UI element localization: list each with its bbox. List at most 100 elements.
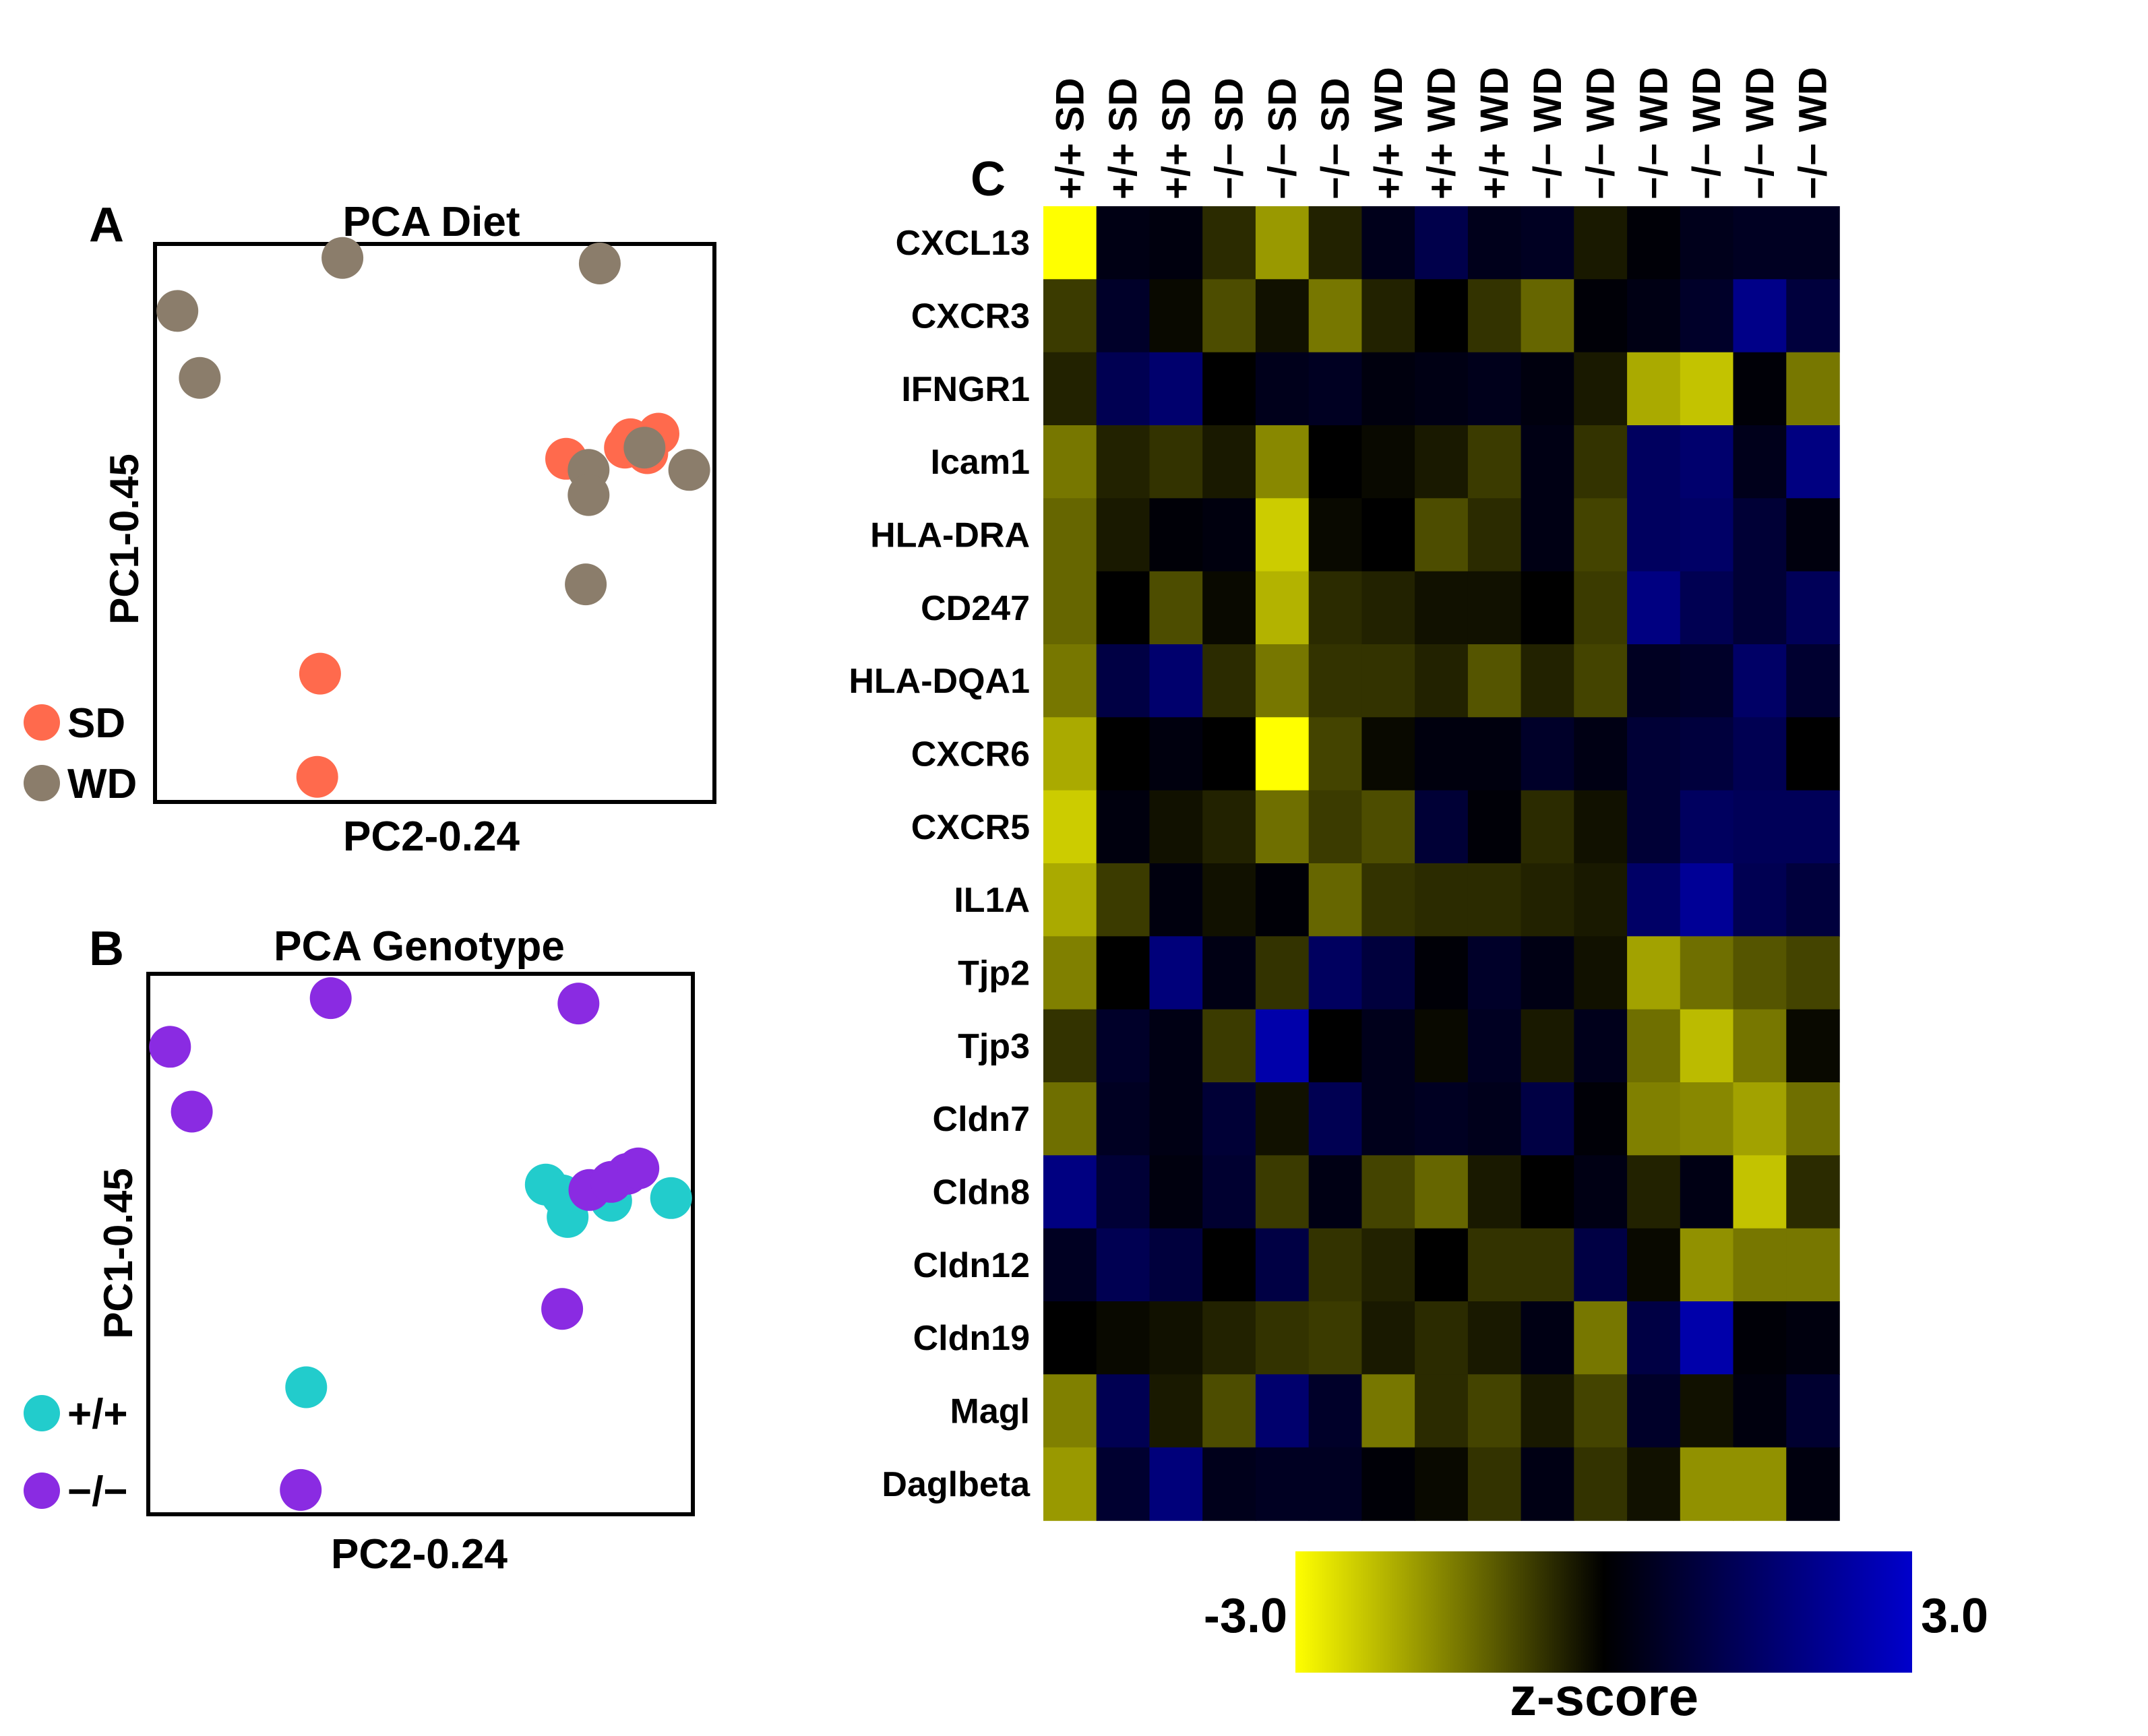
heatmap-cell-r13-c8 — [1467, 1155, 1522, 1229]
heatmap-cell-r0-c3 — [1202, 206, 1256, 280]
heatmap-cell-r1-c1 — [1096, 279, 1150, 353]
heatmap-cell-r4-c2 — [1149, 498, 1203, 572]
heatmap-cell-r13-c14 — [1786, 1155, 1840, 1229]
heatmap-cell-r13-c6 — [1361, 1155, 1415, 1229]
heatmap-cell-r17-c11 — [1627, 1447, 1681, 1521]
heatmap-cell-r10-c8 — [1467, 936, 1522, 1010]
panel-b-points — [149, 977, 692, 1511]
heatmap-cell-r3-c4 — [1255, 425, 1310, 499]
legend-marker-wd — [24, 765, 60, 801]
heatmap-cell-r12-c11 — [1627, 1082, 1681, 1156]
heatmap-cell-r1-c6 — [1361, 279, 1415, 353]
heatmap-cell-r16-c2 — [1149, 1374, 1203, 1448]
heatmap-cell-r1-c14 — [1786, 279, 1840, 353]
heatmap-cell-r1-c3 — [1202, 279, 1256, 353]
heatmap-cell-r7-c2 — [1149, 717, 1203, 791]
panel-label-c: C — [971, 152, 1006, 206]
heatmap-cell-r16-c14 — [1786, 1374, 1840, 1448]
heatmap-row-label-12: Cldn7 — [933, 1100, 1030, 1139]
heatmap-cell-r5-c4 — [1255, 571, 1310, 645]
heatmap-cell-r2-c11 — [1627, 352, 1681, 426]
colorbar-gradient — [1295, 1551, 1912, 1673]
heatmap-cell-r7-c6 — [1361, 717, 1415, 791]
heatmap-cell-r12-c12 — [1680, 1082, 1734, 1156]
heatmap-cell-r13-c2 — [1149, 1155, 1203, 1229]
heatmap-row-label-7: CXCR6 — [911, 735, 1030, 774]
heatmap-cell-r5-c6 — [1361, 571, 1415, 645]
heatmap-cell-r9-c11 — [1627, 863, 1681, 937]
heatmap-cell-r17-c7 — [1415, 1447, 1469, 1521]
heatmap-cell-r15-c9 — [1521, 1301, 1575, 1375]
heatmap-row-label-9: IL1A — [954, 881, 1030, 920]
panel-label-a: A — [89, 198, 124, 252]
heatmap-cell-r6-c9 — [1521, 644, 1575, 718]
heatmap-cell-r8-c3 — [1202, 790, 1256, 864]
heatmap-column-label-7: +/+ WD — [1420, 67, 1464, 199]
heatmap-row-label-11: Tjp3 — [958, 1027, 1030, 1066]
heatmap-cell-r13-c5 — [1308, 1155, 1363, 1229]
panel-b-point-s1-2 — [149, 1026, 191, 1068]
heatmap-cell-r14-c3 — [1202, 1228, 1256, 1302]
panel-b-title: PCA Genotype — [274, 923, 565, 970]
heatmap-cell-r6-c7 — [1415, 644, 1469, 718]
heatmap-cell-r12-c4 — [1255, 1082, 1310, 1156]
heatmap-cell-r11-c5 — [1308, 1009, 1363, 1083]
heatmap-cell-r17-c8 — [1467, 1447, 1522, 1521]
heatmap-cell-r14-c0 — [1043, 1228, 1097, 1302]
heatmap-cell-r4-c12 — [1680, 498, 1734, 572]
panel-b-point-s0-4 — [650, 1177, 692, 1219]
heatmap-cell-r13-c13 — [1733, 1155, 1787, 1229]
heatmap-cell-r3-c0 — [1043, 425, 1097, 499]
heatmap-cell-r4-c3 — [1202, 498, 1256, 572]
heatmap-cell-r17-c14 — [1786, 1447, 1840, 1521]
legend-marker-knockout — [24, 1472, 60, 1509]
heatmap-cell-r0-c5 — [1308, 206, 1363, 280]
heatmap-cell-r14-c12 — [1680, 1228, 1734, 1302]
heatmap-cell-r8-c5 — [1308, 790, 1363, 864]
heatmap-cell-r11-c1 — [1096, 1009, 1150, 1083]
heatmap-cell-r12-c13 — [1733, 1082, 1787, 1156]
heatmap-cell-r1-c12 — [1680, 279, 1734, 353]
heatmap-cell-r0-c7 — [1415, 206, 1469, 280]
heatmap-cells — [1043, 206, 1840, 1521]
heatmap-cell-r7-c12 — [1680, 717, 1734, 791]
heatmap-row-label-0: CXCL13 — [896, 224, 1030, 263]
legend-marker-wildtype — [24, 1395, 60, 1431]
panel-a-point-s0-1 — [296, 755, 338, 798]
heatmap-cell-r3-c12 — [1680, 425, 1734, 499]
heatmap-cell-r7-c3 — [1202, 717, 1256, 791]
heatmap-cell-r9-c12 — [1680, 863, 1734, 937]
heatmap-cell-r7-c13 — [1733, 717, 1787, 791]
heatmap-cell-r1-c7 — [1415, 279, 1469, 353]
heatmap-row-label-8: CXCR5 — [911, 808, 1030, 847]
heatmap-cell-r10-c4 — [1255, 936, 1310, 1010]
heatmap-cell-r14-c2 — [1149, 1228, 1203, 1302]
heatmap-cell-r8-c2 — [1149, 790, 1203, 864]
heatmap-cell-r13-c9 — [1521, 1155, 1575, 1229]
legend-label-wd: WD — [67, 761, 137, 807]
heatmap-cell-r5-c3 — [1202, 571, 1256, 645]
heatmap-cell-r16-c6 — [1361, 1374, 1415, 1448]
heatmap-cell-r6-c10 — [1574, 644, 1628, 718]
heatmap-cell-r12-c14 — [1786, 1082, 1840, 1156]
heatmap-cell-r17-c12 — [1680, 1447, 1734, 1521]
heatmap-cell-r10-c9 — [1521, 936, 1575, 1010]
heatmap-cell-r13-c12 — [1680, 1155, 1734, 1229]
heatmap-cell-r10-c2 — [1149, 936, 1203, 1010]
heatmap-cell-r6-c6 — [1361, 644, 1415, 718]
heatmap-cell-r11-c3 — [1202, 1009, 1256, 1083]
heatmap-cell-r9-c4 — [1255, 863, 1310, 937]
heatmap-cell-r6-c8 — [1467, 644, 1522, 718]
heatmap-cell-r8-c13 — [1733, 790, 1787, 864]
heatmap-column-label-5: −/− SD — [1314, 78, 1357, 199]
panel-a-point-s1-7 — [623, 427, 666, 469]
heatmap-cell-r6-c3 — [1202, 644, 1256, 718]
heatmap-cell-r0-c12 — [1680, 206, 1734, 280]
colorbar-title: z-score — [1510, 1667, 1698, 1727]
heatmap-cell-r8-c1 — [1096, 790, 1150, 864]
heatmap-cell-r11-c7 — [1415, 1009, 1469, 1083]
heatmap-cell-r6-c14 — [1786, 644, 1840, 718]
heatmap-cell-r14-c8 — [1467, 1228, 1522, 1302]
heatmap-cell-r11-c10 — [1574, 1009, 1628, 1083]
